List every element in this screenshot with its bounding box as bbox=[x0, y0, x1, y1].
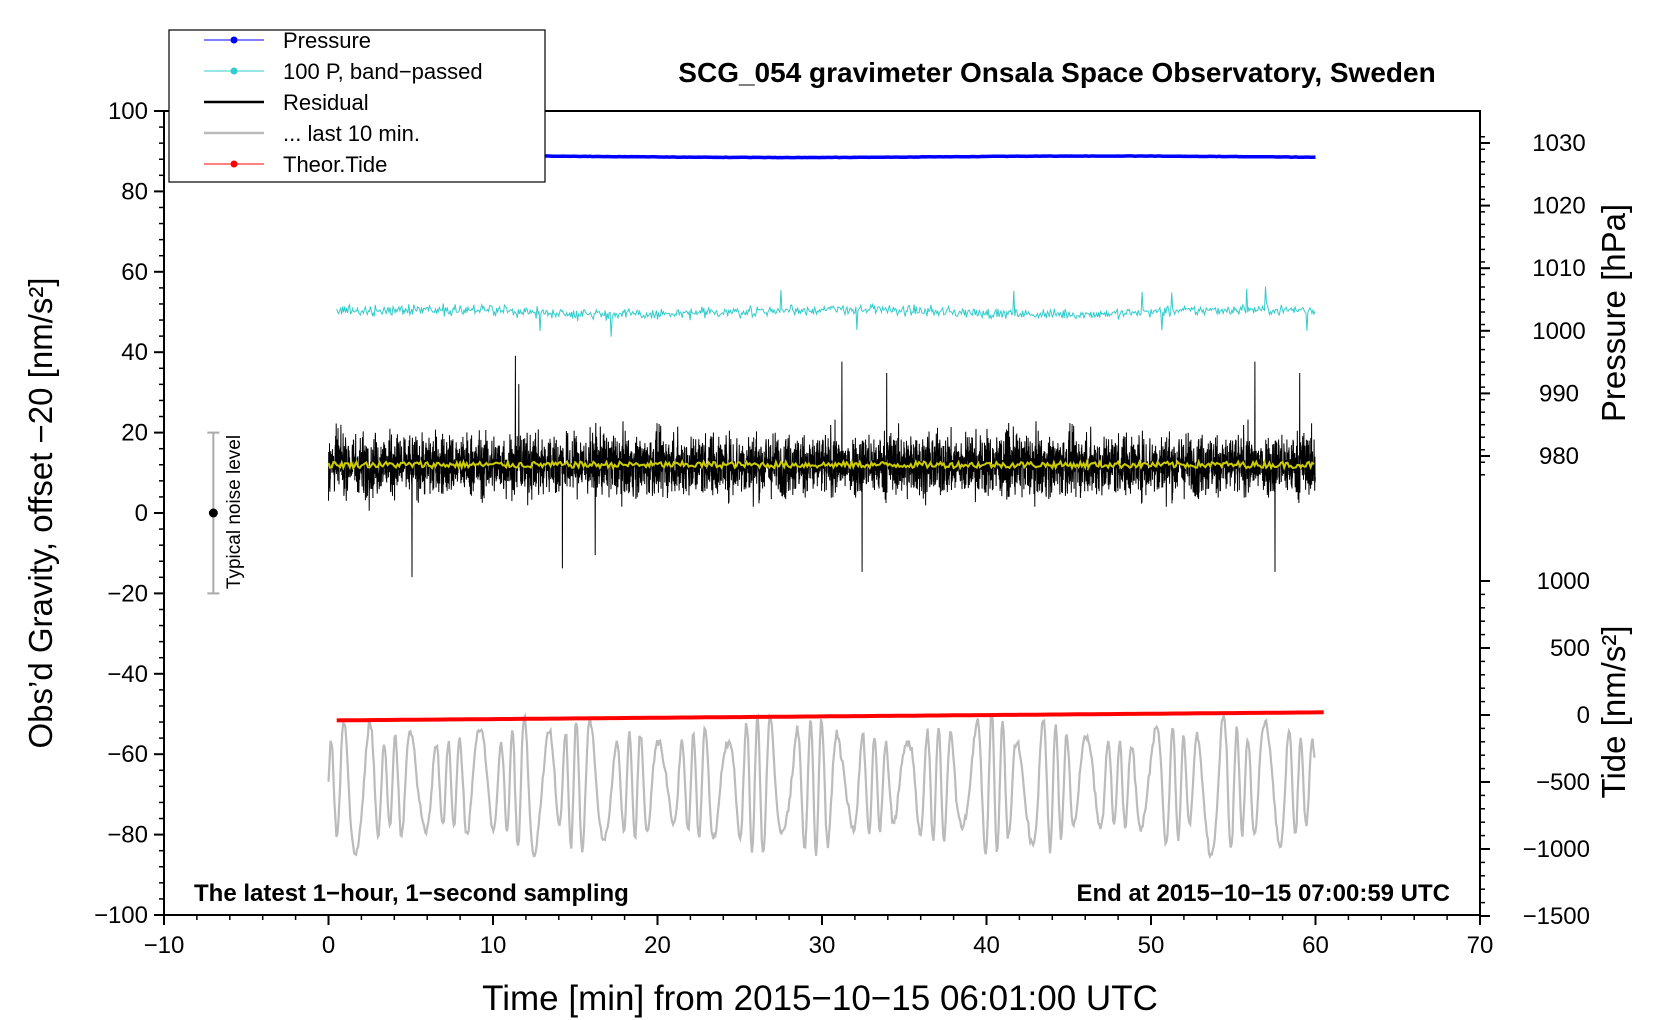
series-residual-line bbox=[328, 355, 1316, 578]
pressure-tick-label: 1030 bbox=[1532, 130, 1585, 157]
legend-item-bandpassed: 100 P, band−passed bbox=[204, 59, 483, 84]
y-axis-left: 100 80 60 40 20 0 −20 −40 −60 −80 −100 bbox=[94, 98, 164, 929]
legend-label-bandpassed: 100 P, band−passed bbox=[283, 59, 483, 84]
noise-level-indicator: Typical noise level bbox=[207, 431, 245, 595]
pressure-tick-label: 980 bbox=[1539, 443, 1579, 470]
pressure-tick-label: 990 bbox=[1539, 380, 1579, 407]
x-tick-label: 50 bbox=[1138, 932, 1165, 959]
x-tick-label: 30 bbox=[809, 932, 836, 959]
series-bandpassed-line bbox=[336, 286, 1316, 337]
plot-frame bbox=[163, 110, 1481, 916]
legend-item-pressure: Pressure bbox=[204, 28, 371, 53]
legend-item-last-10-min: ... last 10 min. bbox=[204, 121, 420, 146]
legend-marker-theor-tide bbox=[230, 160, 238, 168]
series-residual-mean-line bbox=[327, 458, 1315, 472]
legend-item-theor-tide: Theor.Tide bbox=[204, 152, 387, 177]
legend-box bbox=[168, 29, 546, 183]
legend-label-last-10-min: ... last 10 min. bbox=[283, 121, 420, 146]
y-axis-label-main-text: Obs’d Gravity, offset −20 [nm/s²] bbox=[22, 277, 59, 748]
y-tick-label: −40 bbox=[107, 661, 148, 688]
y-tick-label: −100 bbox=[94, 902, 148, 929]
tide-tick-label: 1000 bbox=[1537, 568, 1590, 595]
y-tick-label: 80 bbox=[121, 178, 148, 205]
y-tick-label: 100 bbox=[108, 98, 148, 125]
x-tick-label: 20 bbox=[644, 932, 671, 959]
y-tick-label: −80 bbox=[107, 822, 148, 849]
tide-tick-label: 500 bbox=[1550, 635, 1590, 662]
noise-level-label: Typical noise level bbox=[224, 435, 245, 589]
y-tick-label: −60 bbox=[107, 741, 148, 768]
legend-item-residual: Residual bbox=[204, 90, 369, 115]
pressure-tick-label: 1000 bbox=[1532, 318, 1585, 345]
y-axis-label-main: Obs’d Gravity, offset −20 [nm/s²] bbox=[22, 277, 59, 748]
tide-tick-label: −1500 bbox=[1523, 903, 1590, 930]
legend-marker-bandpassed bbox=[230, 67, 238, 75]
y-tick-label: −20 bbox=[107, 580, 148, 607]
x-tick-label: 40 bbox=[973, 932, 1000, 959]
y-tick-label: 20 bbox=[121, 420, 148, 447]
data-traces bbox=[327, 154, 1324, 860]
annotation-end-time: End at 2015−10−15 07:00:59 UTC bbox=[1076, 880, 1450, 907]
y-axis-label-pressure: Pressure [hPa] bbox=[1595, 204, 1632, 422]
y-tick-label: 0 bbox=[135, 500, 148, 527]
legend-label-theor-tide: Theor.Tide bbox=[283, 152, 387, 177]
annotation-latest-hour: The latest 1−hour, 1−second sampling bbox=[194, 880, 629, 907]
legend: Pressure 100 P, band−passed Residual ...… bbox=[168, 28, 546, 183]
tide-tick-label: −500 bbox=[1536, 769, 1590, 796]
tide-tick-label: 0 bbox=[1577, 702, 1590, 729]
tide-tick-label: −1000 bbox=[1523, 836, 1590, 863]
pressure-tick-label: 1020 bbox=[1532, 193, 1585, 220]
chart-title: SCG_054 gravimeter Onsala Space Observat… bbox=[678, 57, 1435, 88]
legend-marker-pressure bbox=[230, 36, 238, 44]
x-axis: −10 0 10 20 30 40 50 60 70 bbox=[144, 915, 1494, 959]
legend-label-pressure: Pressure bbox=[283, 28, 371, 53]
legend-label-residual: Residual bbox=[283, 90, 369, 115]
pressure-axis: 1030 1020 1010 1000 990 980 bbox=[1480, 130, 1586, 476]
noise-center-dot bbox=[208, 508, 218, 518]
x-axis-label: Time [min] from 2015−10−15 06:01:00 UTC bbox=[482, 979, 1158, 1018]
series-theor-tide-line bbox=[336, 710, 1324, 723]
x-tick-label: 60 bbox=[1302, 932, 1329, 959]
pressure-tick-label: 1010 bbox=[1532, 255, 1585, 282]
y-tick-label: 40 bbox=[121, 339, 148, 366]
series-last-10-min-line bbox=[327, 712, 1316, 860]
y-axis-label-tide: Tide [nm/s²] bbox=[1595, 626, 1632, 799]
y-tick-label: 60 bbox=[121, 259, 148, 286]
x-tick-label: −10 bbox=[144, 932, 185, 959]
x-tick-label: 10 bbox=[480, 932, 507, 959]
x-tick-label: 0 bbox=[322, 932, 335, 959]
tide-axis: 1000 500 0 −500 −1000 −1500 bbox=[1480, 568, 1590, 930]
x-tick-label: 70 bbox=[1467, 932, 1494, 959]
